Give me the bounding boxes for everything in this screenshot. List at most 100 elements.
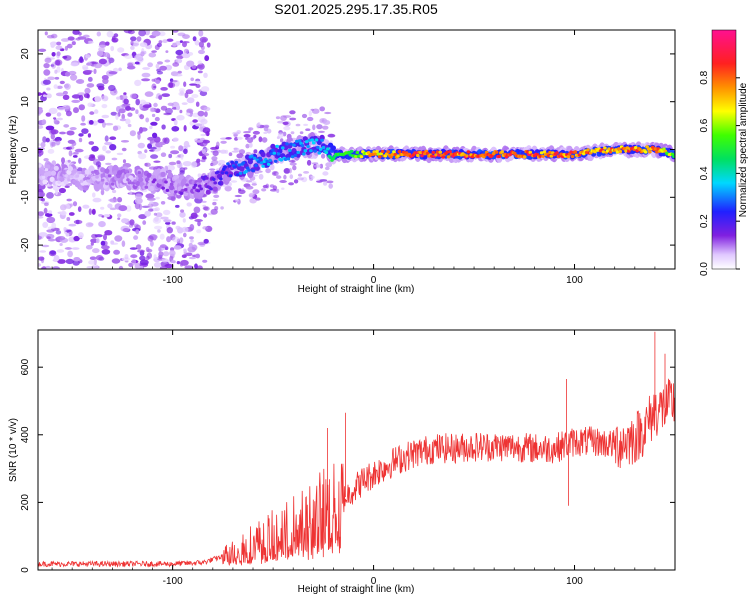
heatmap-cell xyxy=(213,194,220,198)
heatmap-cell xyxy=(275,172,279,175)
heatmap-cell xyxy=(466,150,471,154)
heatmap-cell xyxy=(203,153,210,156)
heatmap-cell xyxy=(158,40,163,44)
heatmap-cell xyxy=(148,208,154,212)
heatmap-cell xyxy=(134,193,143,200)
heatmap-cell xyxy=(46,236,51,240)
heatmap-cell xyxy=(91,61,99,65)
heatmap-cell xyxy=(84,87,91,94)
heatmap-cell xyxy=(115,113,119,120)
heatmap-cell xyxy=(144,30,150,36)
heatmap-cell xyxy=(314,138,319,142)
heatmap-cell xyxy=(45,137,50,143)
heatmap-cell xyxy=(53,165,59,171)
heatmap-cell xyxy=(56,249,65,253)
heatmap-cell xyxy=(189,236,194,240)
heatmap-cell xyxy=(130,45,135,50)
heatmap-cell xyxy=(190,239,194,243)
heatmap-cell xyxy=(625,146,630,150)
heatmap-cell xyxy=(178,145,184,152)
heatmap-cell xyxy=(78,57,84,64)
heatmap-cell xyxy=(326,180,334,184)
heatmap-cell xyxy=(43,207,48,214)
heatmap-cell xyxy=(297,177,304,181)
heatmap-cell xyxy=(102,145,107,152)
heatmap-cell xyxy=(228,152,233,157)
heatmap-cell xyxy=(159,244,167,249)
heatmap-cell xyxy=(130,254,138,259)
colorbar-tick-label: 0.2 xyxy=(699,214,710,228)
heatmap-cell xyxy=(181,254,187,258)
heatmap-cell xyxy=(202,204,206,207)
heatmap-cell xyxy=(601,150,606,154)
heatmap-cell xyxy=(166,164,175,171)
heatmap-cell xyxy=(134,79,142,87)
heatmap-cell xyxy=(194,140,204,143)
heatmap-cell xyxy=(431,150,436,154)
heatmap-cell xyxy=(65,233,70,237)
heatmap-cell xyxy=(56,85,63,90)
heatmap-cell xyxy=(326,147,330,151)
heatmap-cell xyxy=(265,159,270,163)
heatmap-cell xyxy=(321,153,326,159)
heatmap-cell xyxy=(223,165,227,169)
heatmap-cell xyxy=(109,136,117,140)
heatmap-cell xyxy=(38,256,45,261)
heatmap-cell xyxy=(195,123,203,127)
heatmap-cell xyxy=(147,62,154,68)
y-tick-label: 20 xyxy=(20,48,31,60)
heatmap-cell xyxy=(414,151,419,155)
heatmap-cell xyxy=(87,102,93,108)
heatmap-cell xyxy=(100,206,105,210)
heatmap-cell xyxy=(160,152,167,157)
heatmap-cell xyxy=(145,255,150,261)
heatmap-cell xyxy=(169,182,174,186)
heatmap-cell xyxy=(105,150,111,154)
heatmap-cell xyxy=(220,171,225,175)
heatmap-cell xyxy=(185,112,191,116)
heatmap-cell xyxy=(70,74,78,81)
heatmap-cell xyxy=(151,113,156,118)
heatmap-cell xyxy=(209,168,216,171)
heatmap-cell xyxy=(94,109,99,114)
heatmap-cell xyxy=(425,151,430,155)
heatmap-cell xyxy=(183,148,188,155)
heatmap-cell xyxy=(283,157,288,161)
heatmap-cell xyxy=(139,265,144,269)
heatmap-cell xyxy=(45,164,51,170)
heatmap-cell xyxy=(82,204,90,209)
heatmap-cell xyxy=(63,227,67,232)
heatmap-cell xyxy=(145,117,150,123)
heatmap-cell xyxy=(116,96,121,100)
heatmap-cell xyxy=(239,166,245,172)
heatmap-cell xyxy=(165,50,169,53)
heatmap-cell xyxy=(183,188,188,192)
heatmap-cell xyxy=(280,138,284,143)
heatmap-cell xyxy=(672,154,675,158)
y-tick-label: -20 xyxy=(20,237,31,252)
heatmap-cell xyxy=(158,246,162,252)
heatmap-cell xyxy=(175,49,184,56)
snr-ticks: -100 0 100 0 200 400 600 xyxy=(20,330,676,587)
heatmap-cell xyxy=(155,63,160,69)
heatmap-cell xyxy=(289,110,296,115)
heatmap-cell xyxy=(269,188,278,192)
heatmap-cell xyxy=(323,120,331,125)
heatmap-cell xyxy=(173,245,182,250)
heatmap-cell xyxy=(110,111,118,116)
heatmap-cell xyxy=(380,149,385,154)
heatmap-cell xyxy=(155,142,160,147)
heatmap-cell xyxy=(91,208,96,215)
heatmap-cell xyxy=(166,236,172,243)
heatmap-cell xyxy=(56,51,61,57)
heatmap-cell xyxy=(127,112,133,117)
heatmap-cell xyxy=(43,158,49,162)
heatmap-cell xyxy=(302,152,306,156)
heatmap-cell xyxy=(135,98,140,106)
heatmap-cell xyxy=(248,127,252,133)
heatmap-cell xyxy=(198,41,204,48)
heatmap-cell xyxy=(70,62,79,67)
heatmap-cell xyxy=(141,72,151,78)
heatmap-cell xyxy=(139,259,149,266)
heatmap-cell xyxy=(201,156,207,160)
